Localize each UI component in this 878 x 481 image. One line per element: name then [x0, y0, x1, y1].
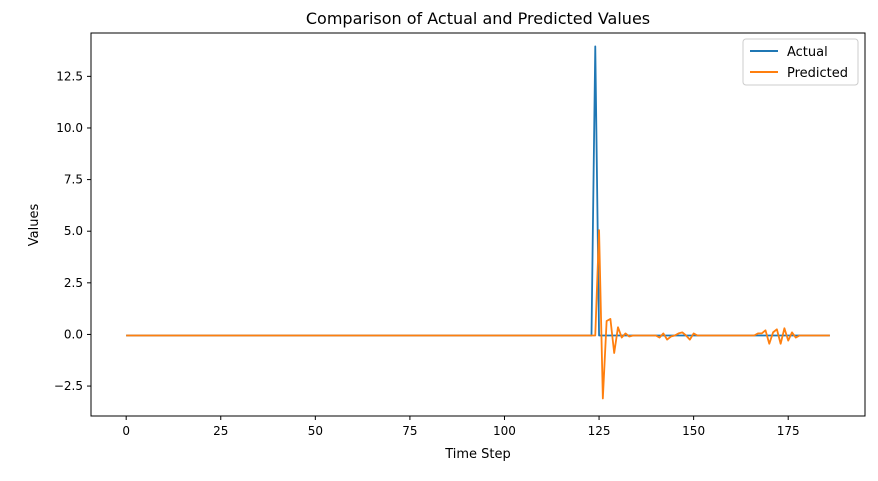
x-tick-label: 0	[122, 424, 130, 438]
series-layer	[126, 45, 830, 400]
series-line-predicted	[126, 229, 830, 400]
y-tick-label: 0.0	[64, 327, 83, 341]
y-tick-label: 5.0	[64, 224, 83, 238]
x-tick-label: 100	[493, 424, 516, 438]
y-tick-label: 12.5	[56, 69, 83, 83]
x-tick-label: 25	[213, 424, 228, 438]
x-tick-label: 75	[402, 424, 417, 438]
y-axis: −2.5 0.0 2.5 5.0 7.5 10.0 12.5	[54, 69, 91, 393]
y-tick-label: 7.5	[64, 173, 83, 187]
y-tick-label: 2.5	[64, 276, 83, 290]
plot-area	[90, 32, 866, 417]
x-tick-label: 175	[777, 424, 800, 438]
legend-label-predicted: Predicted	[787, 66, 848, 81]
x-tick-label: 150	[682, 424, 705, 438]
x-tick-label: 50	[308, 424, 323, 438]
chart-title: Comparison of Actual and Predicted Value…	[306, 9, 650, 28]
x-tick-label: 125	[588, 424, 611, 438]
y-axis-label: Values	[27, 204, 42, 247]
axes-frame	[90, 32, 866, 417]
x-axis: 0 25 50 75 100 125 150 175	[122, 416, 800, 438]
legend-label-actual: Actual	[787, 45, 828, 60]
y-tick-label: −2.5	[54, 379, 83, 393]
y-tick-label: 10.0	[56, 121, 83, 135]
x-axis-label: Time Step	[444, 447, 511, 462]
legend: Actual Predicted	[742, 38, 859, 86]
